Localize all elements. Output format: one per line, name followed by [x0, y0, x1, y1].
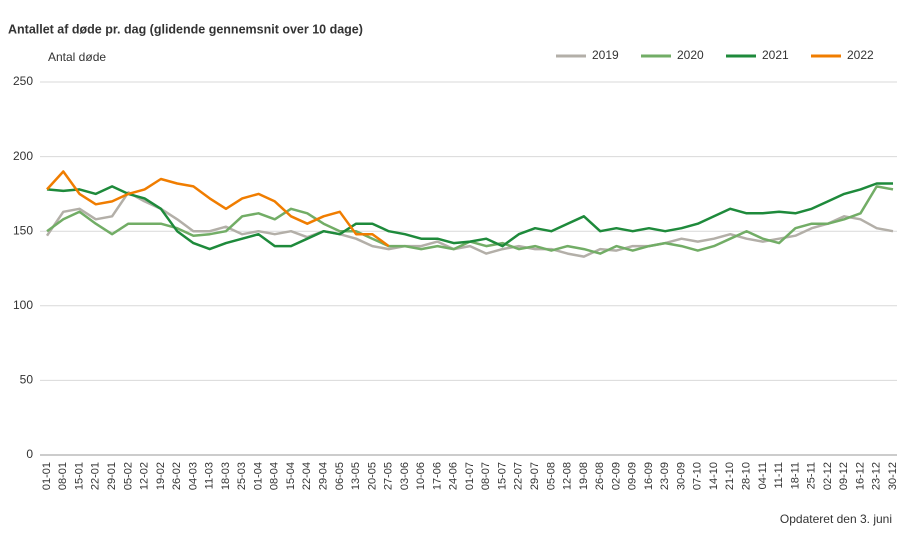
x-tick-label: 12-02	[139, 462, 151, 490]
x-tick-label: 20-05	[366, 462, 378, 490]
x-tick-label: 13-05	[350, 462, 362, 490]
x-tick-label: 22-04	[301, 462, 313, 490]
legend-label: 2021	[762, 48, 789, 62]
x-tick-label: 30-09	[675, 462, 687, 490]
x-tick-label: 23-12	[871, 462, 883, 490]
x-tick-label: 09-09	[627, 462, 639, 490]
x-tick-label: 12-08	[562, 462, 574, 490]
x-tick-label: 19-08	[578, 462, 590, 490]
legend-label: 2019	[592, 48, 619, 62]
series-line	[46, 182, 893, 251]
x-tick-label: 05-08	[545, 462, 557, 490]
x-tick-label: 01-01	[41, 462, 53, 490]
y-tick-label: 50	[20, 373, 34, 387]
chart-title: Antallet af døde pr. dag (glidende genne…	[8, 22, 363, 36]
x-tick-label: 02-09	[610, 462, 622, 490]
x-tick-label: 08-07	[480, 462, 492, 490]
x-tick-label: 26-02	[171, 462, 183, 490]
x-tick-label: 03-06	[399, 462, 411, 490]
x-tick-label: 24-06	[448, 462, 460, 490]
y-tick-label: 200	[13, 149, 33, 163]
x-tick-label: 16-09	[643, 462, 655, 490]
x-tick-label: 07-10	[692, 462, 704, 490]
x-tick-label: 08-01	[57, 462, 69, 490]
legend-label: 2020	[677, 48, 704, 62]
series-line	[46, 185, 894, 255]
x-tick-label: 29-01	[106, 462, 118, 490]
note: Opdateret den 3. juni	[780, 512, 892, 526]
x-tick-label: 04-03	[187, 462, 199, 490]
x-tick-label: 17-06	[431, 462, 443, 490]
x-tick-label: 30-12	[887, 462, 899, 490]
x-tick-label: 01-07	[464, 462, 476, 490]
x-tick-label: 14-10	[708, 462, 720, 490]
x-tick-label: 15-01	[73, 462, 85, 490]
x-tick-label: 25-11	[806, 462, 818, 489]
x-tick-label: 05-02	[122, 462, 134, 490]
x-tick-label: 19-02	[155, 462, 167, 490]
y-tick-label: 100	[13, 298, 33, 312]
x-tick-label: 22-01	[90, 462, 102, 490]
y-tick-label: 150	[13, 223, 33, 237]
x-tick-label: 28-10	[740, 462, 752, 490]
x-tick-label: 10-06	[415, 462, 427, 490]
x-tick-label: 11-03	[204, 462, 216, 489]
y-axis-label: Antal døde	[48, 50, 106, 64]
x-tick-label: 18-11	[789, 462, 801, 489]
x-tick-label: 15-07	[496, 462, 508, 490]
x-tick-label: 08-04	[269, 462, 281, 490]
legend-label: 2022	[847, 48, 874, 62]
x-tick-label: 25-03	[236, 462, 248, 490]
series-line	[45, 191, 894, 258]
series-line	[46, 170, 390, 248]
x-tick-label: 18-03	[220, 462, 232, 490]
x-tick-label: 16-12	[854, 462, 866, 490]
x-tick-label: 21-10	[724, 462, 736, 490]
x-tick-label: 27-05	[383, 462, 395, 490]
x-tick-label: 22-07	[513, 462, 525, 490]
x-tick-label: 09-12	[838, 462, 850, 490]
x-tick-label: 11-11	[773, 462, 785, 489]
x-tick-label: 02-12	[822, 462, 834, 490]
x-tick-label: 04-11	[757, 462, 769, 489]
x-tick-label: 26-08	[594, 462, 606, 490]
y-tick-label: 250	[13, 74, 33, 88]
x-tick-label: 15-04	[285, 462, 297, 490]
y-tick-label: 0	[26, 447, 33, 461]
x-tick-label: 06-05	[334, 462, 346, 490]
x-tick-label: 23-09	[659, 462, 671, 490]
x-tick-label: 01-04	[252, 462, 264, 490]
x-tick-label: 29-07	[529, 462, 541, 490]
x-tick-label: 29-04	[317, 462, 329, 490]
